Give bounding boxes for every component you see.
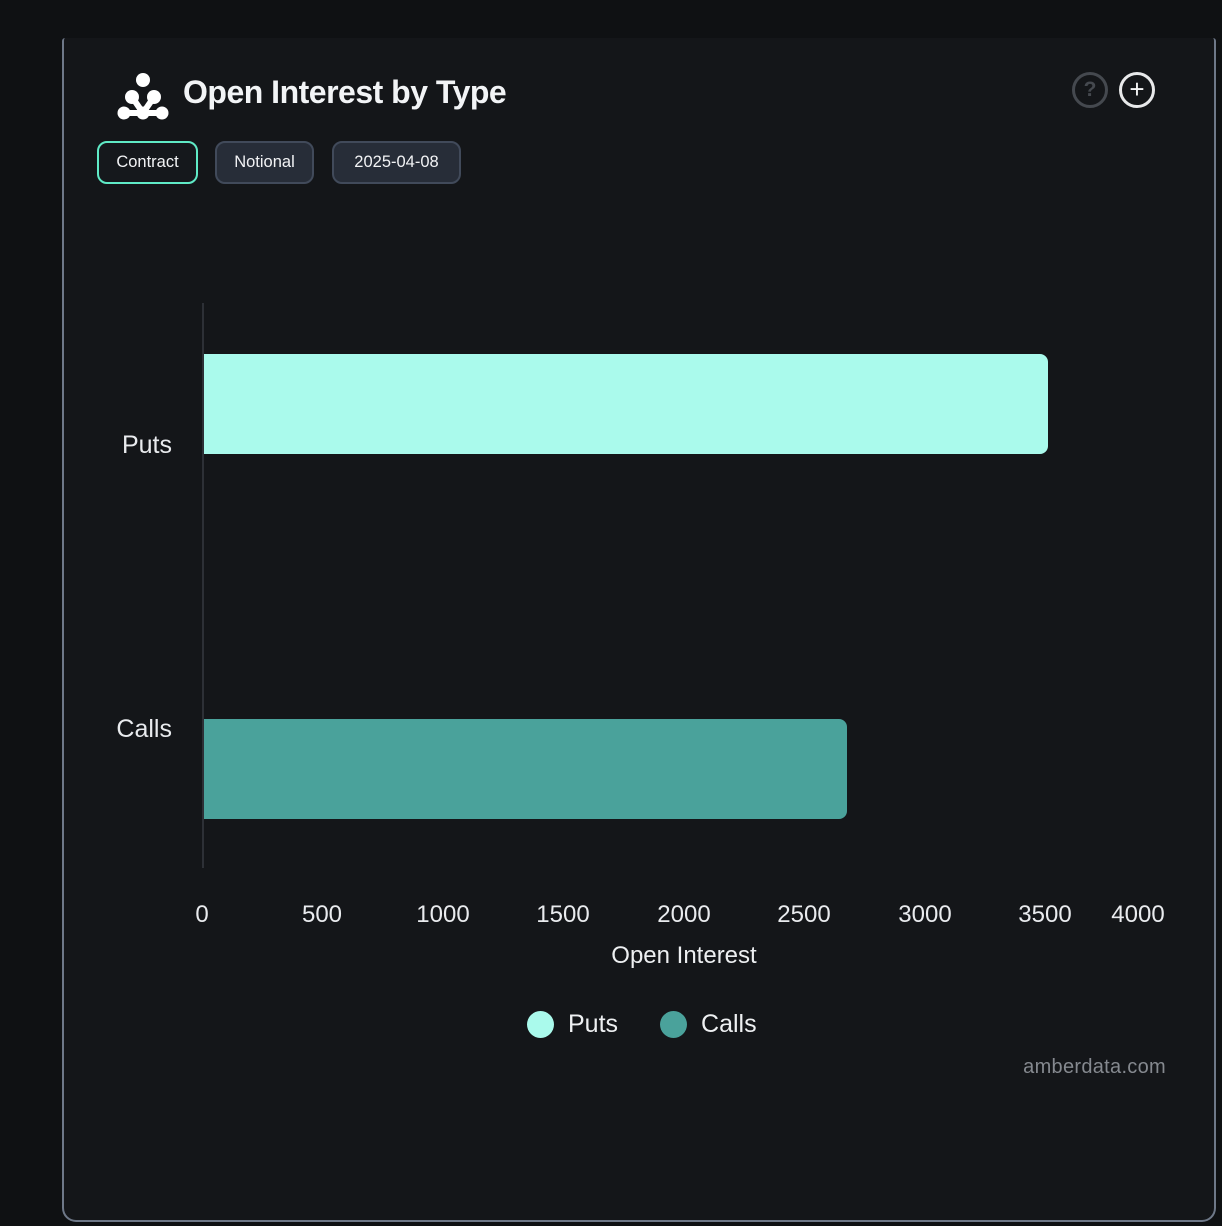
bar-puts[interactable] — [204, 354, 1048, 454]
tab-notional[interactable]: Notional — [215, 141, 314, 184]
legend-label-calls: Calls — [701, 1010, 757, 1039]
bar-calls[interactable] — [204, 719, 847, 819]
add-icon[interactable]: + — [1119, 72, 1155, 108]
legend-label-puts: Puts — [568, 1010, 618, 1039]
help-icon-glyph: ? — [1084, 78, 1097, 102]
amberdata-logo-icon — [116, 72, 170, 125]
x-tick-1500: 1500 — [503, 901, 623, 929]
legend-item-calls[interactable]: Calls — [660, 1010, 757, 1039]
page-title: Open Interest by Type — [183, 74, 506, 111]
x-tick-2000: 2000 — [624, 901, 744, 929]
page: Open Interest by Type ? + Contract Notio… — [0, 0, 1222, 1226]
legend-dot-puts-icon — [527, 1011, 554, 1038]
legend-item-puts[interactable]: Puts — [527, 1010, 618, 1039]
x-tick-0: 0 — [142, 901, 262, 929]
help-icon[interactable]: ? — [1072, 72, 1108, 108]
x-tick-3000: 3000 — [865, 901, 985, 929]
legend-dot-calls-icon — [660, 1011, 687, 1038]
add-icon-glyph: + — [1129, 76, 1144, 102]
x-tick-4000: 4000 — [1078, 901, 1198, 929]
chart-panel-card — [62, 38, 1216, 1222]
x-tick-500: 500 — [262, 901, 382, 929]
date-picker-button[interactable]: 2025-04-08 — [332, 141, 461, 184]
chart-legend: Puts Calls — [527, 1010, 757, 1039]
watermark: amberdata.com — [1023, 1056, 1166, 1079]
x-tick-2500: 2500 — [744, 901, 864, 929]
y-axis-label-calls: Calls — [62, 715, 172, 743]
y-axis-label-puts: Puts — [62, 431, 172, 459]
x-axis-title: Open Interest — [504, 942, 864, 970]
tab-contract[interactable]: Contract — [97, 141, 198, 184]
x-tick-1000: 1000 — [383, 901, 503, 929]
